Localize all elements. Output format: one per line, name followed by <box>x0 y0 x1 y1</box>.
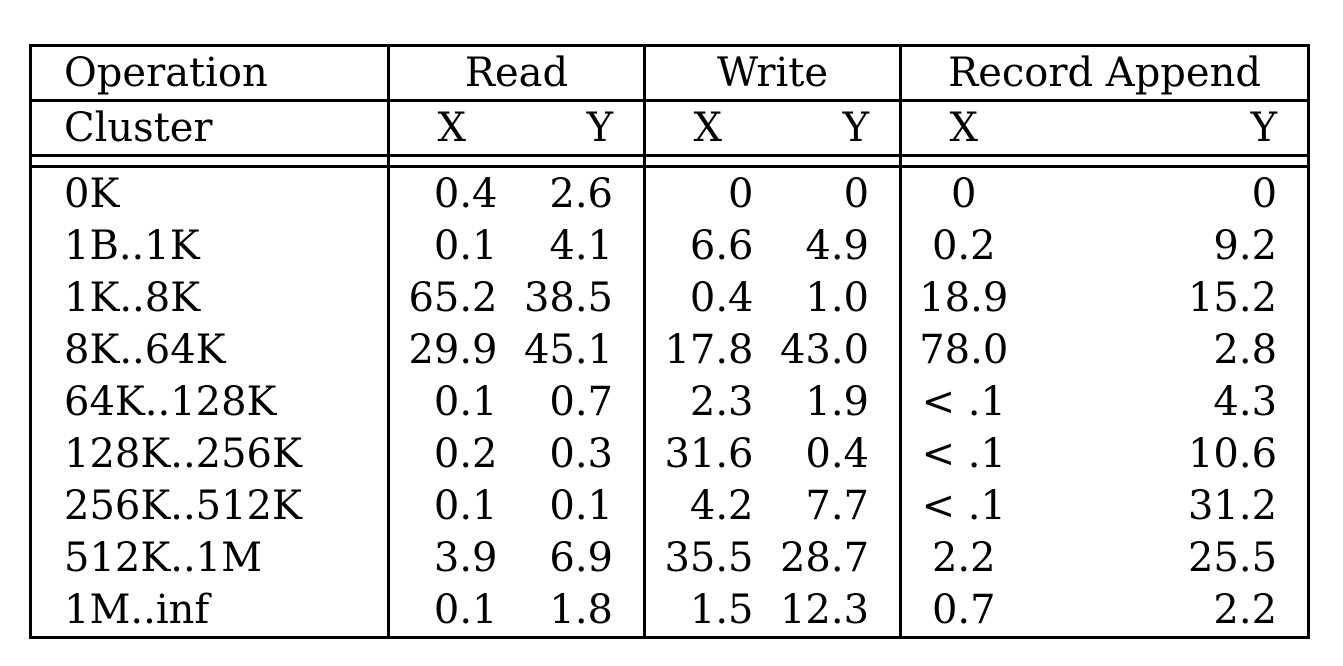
cell-append-x: 0.2 <box>931 223 996 269</box>
cell-append-x: 0.7 <box>931 587 996 633</box>
cell-append-y: 25.5 <box>1187 535 1278 581</box>
cell-write-x: 0 <box>728 171 754 217</box>
cell-write-x: 0.4 <box>689 275 754 321</box>
table-row: 256K..512K 0.1 0.1 4.2 7.7 < .1 31.2 <box>30 480 1309 532</box>
cell-write-y: 28.7 <box>769 532 903 584</box>
cell-write-y: 1.9 <box>769 376 903 428</box>
cell-append-y: 9.2 <box>1213 223 1278 269</box>
cell-write-x: 2.3 <box>689 379 754 425</box>
table-row: 1M..inf 0.1 1.8 1.5 12.3 0.7 2.2 <box>30 584 1309 638</box>
cell-read-y: 0.7 <box>513 376 646 428</box>
cell-read-x: 0.1 <box>433 587 498 633</box>
cell-write-x: 31.6 <box>664 431 754 477</box>
cell-append-y: 2.2 <box>1213 587 1278 633</box>
operation-cluster-table-container: Operation Read Write Record Append Clust… <box>29 44 1311 639</box>
cell-read-y: 4.1 <box>513 220 646 272</box>
table-row: 8K..64K 29.9 45.1 17.8 43.0 78.0 2.8 <box>30 324 1309 376</box>
cell-append-x: < .1 <box>921 431 1006 477</box>
header-row-cluster: Cluster X Y X Y X Y <box>30 100 1309 156</box>
cell-append-y: 31.2 <box>1187 483 1278 529</box>
cell-write-y: 12.3 <box>769 584 903 638</box>
cell-append-y: 15.2 <box>1187 275 1278 321</box>
cell-read-x: 0.1 <box>433 223 498 269</box>
cell-append-x: < .1 <box>921 379 1006 425</box>
cell-cluster: 256K..512K <box>30 480 390 532</box>
operation-cluster-table: Operation Read Write Record Append Clust… <box>29 44 1311 639</box>
cell-append-y: 10.6 <box>1187 431 1278 477</box>
cell-append-y: 2.8 <box>1213 327 1278 373</box>
cell-cluster: 8K..64K <box>30 324 390 376</box>
cell-write-y: 43.0 <box>769 324 903 376</box>
cell-read-x: 0.4 <box>433 171 498 217</box>
cell-cluster: 1M..inf <box>30 584 390 638</box>
cell-write-x: 35.5 <box>664 535 754 581</box>
cell-append-x: 78.0 <box>919 327 1009 373</box>
cell-write-y: 4.9 <box>769 220 903 272</box>
table-body: 0K 0.4 2.6 0 0 0 0 1B..1K 0.1 4.1 6.6 4.9 0.2 9.2 1K..… <box>30 154 1309 638</box>
table-row: 512K..1M 3.9 6.9 35.5 28.7 2.2 25.5 <box>30 532 1309 584</box>
cell-write-y: 0 <box>769 166 903 220</box>
table-row: 1K..8K 65.2 38.5 0.4 1.0 18.9 15.2 <box>30 272 1309 324</box>
cell-read-y: 38.5 <box>513 272 646 324</box>
cell-read-x: 3.9 <box>433 535 498 581</box>
cell-write-x: 1.5 <box>689 587 754 633</box>
cell-read-y: 0.1 <box>513 480 646 532</box>
cell-write-x: 17.8 <box>664 327 754 373</box>
cell-cluster: 64K..128K <box>30 376 390 428</box>
cell-read-x: 65.2 <box>408 275 498 321</box>
cell-append-x: 0 <box>951 171 977 217</box>
header-append-y: Y <box>1250 105 1278 151</box>
cell-cluster: 1K..8K <box>30 272 390 324</box>
header-cluster-label: Cluster <box>30 100 390 156</box>
header-group-read: Read <box>388 45 646 102</box>
cell-write-y: 7.7 <box>769 480 903 532</box>
header-read-y: Y <box>513 100 646 156</box>
cell-write-x: 6.6 <box>689 223 754 269</box>
cell-read-y: 0.3 <box>513 428 646 480</box>
header-append-x: X <box>949 105 978 151</box>
cell-cluster: 0K <box>30 166 390 220</box>
cell-write-y: 1.0 <box>769 272 903 324</box>
cell-cluster: 512K..1M <box>30 532 390 584</box>
table-row: 128K..256K 0.2 0.3 31.6 0.4 < .1 10.6 <box>30 428 1309 480</box>
cell-read-y: 6.9 <box>513 532 646 584</box>
table-row: 0K 0.4 2.6 0 0 0 0 <box>30 166 1309 220</box>
header-write-x: X <box>693 105 722 151</box>
cell-read-x: 0.1 <box>433 379 498 425</box>
table-row: 64K..128K 0.1 0.7 2.3 1.9 < .1 4.3 <box>30 376 1309 428</box>
header-row-operation: Operation Read Write Record Append <box>30 45 1309 102</box>
cell-read-y: 2.6 <box>513 166 646 220</box>
header-group-record-append: Record Append <box>900 45 1309 102</box>
header-group-write: Write <box>644 45 903 102</box>
header-body-separator <box>30 154 1309 168</box>
cell-write-x: 4.2 <box>689 483 754 529</box>
header-write-y: Y <box>769 100 903 156</box>
cell-append-x: 2.2 <box>931 535 996 581</box>
cell-read-y: 45.1 <box>513 324 646 376</box>
table-row: 1B..1K 0.1 4.1 6.6 4.9 0.2 9.2 <box>30 220 1309 272</box>
header-read-x: X <box>437 105 466 151</box>
cell-append-y: 0 <box>1251 171 1278 217</box>
cell-read-x: 0.2 <box>433 431 498 477</box>
cell-read-x: 0.1 <box>433 483 498 529</box>
header-operation-label: Operation <box>30 45 390 102</box>
cell-read-x: 29.9 <box>408 327 498 373</box>
cell-append-x: 18.9 <box>919 275 1009 321</box>
cell-read-y: 1.8 <box>513 584 646 638</box>
cell-cluster: 128K..256K <box>30 428 390 480</box>
cell-write-y: 0.4 <box>769 428 903 480</box>
cell-append-x: < .1 <box>921 483 1006 529</box>
cell-append-y: 4.3 <box>1213 379 1278 425</box>
cell-cluster: 1B..1K <box>30 220 390 272</box>
